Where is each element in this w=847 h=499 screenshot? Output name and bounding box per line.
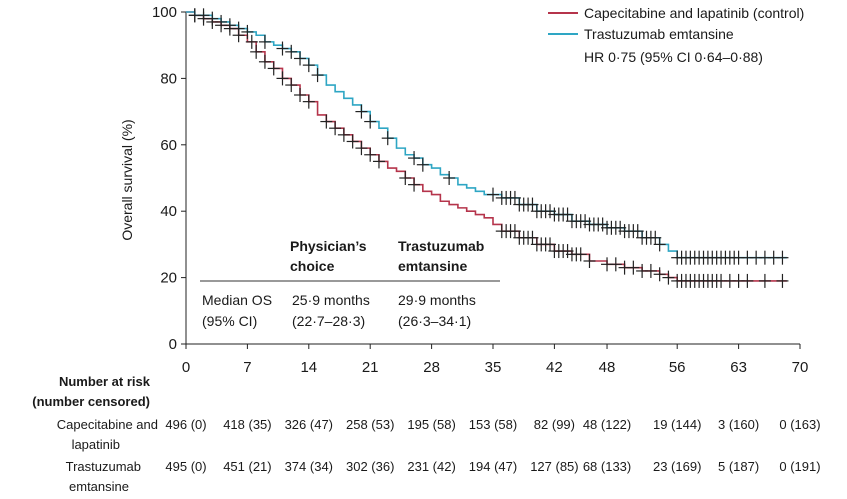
risk-value-r1-c7: 68 (133)	[583, 459, 631, 474]
risk-value-r1-c3: 302 (36)	[346, 459, 394, 474]
risk-value-r1-c5: 194 (47)	[469, 459, 517, 474]
x-tick-label-7: 48	[599, 359, 616, 376]
risk-value-r0-c10: 0 (163)	[779, 417, 820, 432]
y-tick-label-1: 20	[160, 270, 177, 287]
risk-row-tdm1-label-line1: Trastuzumab	[66, 459, 141, 474]
legend-label-control: Capecitabine and lapatinib (control)	[584, 5, 804, 21]
risk-row-control-label-line1: Capecitabine and	[57, 417, 158, 432]
x-tick-label-1: 7	[243, 359, 251, 376]
x-tick-label-8: 56	[669, 359, 686, 376]
risk-value-r0-c2: 326 (47)	[285, 417, 333, 432]
legend-label-tdm1: Trastuzumab emtansine	[584, 26, 734, 42]
risk-value-r1-c2: 374 (34)	[285, 459, 333, 474]
risk-row-tdm1-label-line2: emtansine	[69, 479, 129, 494]
x-tick-label-5: 35	[485, 359, 502, 376]
legend: Capecitabine and lapatinib (control) Tra…	[548, 5, 804, 65]
y-tick-label-5: 100	[152, 4, 177, 21]
annot-row-label-line1: Median OS	[202, 292, 272, 308]
annot-col1-value-line2: (22·7–28·3)	[292, 313, 365, 329]
annot-col1-value-line1: 25·9 months	[292, 292, 370, 308]
axes: 0 7 14 21 28 35 42 48 56 63 70 0 20 40 60 80 100	[152, 4, 808, 376]
risk-value-r1-c9: 5 (187)	[718, 459, 759, 474]
x-tick-label-3: 21	[362, 359, 379, 376]
risk-value-r1-c0: 495 (0)	[165, 459, 206, 474]
x-tick-label-2: 14	[300, 359, 317, 376]
y-axis-label: Overall survival (%)	[119, 119, 135, 240]
annot-col2-header-line2: emtansine	[398, 258, 467, 274]
risk-value-r0-c1: 418 (35)	[223, 417, 271, 432]
x-tick-label-6: 42	[546, 359, 563, 376]
risk-table: Number at risk (number censored) Capecit…	[32, 374, 820, 494]
risk-value-r0-c4: 195 (58)	[407, 417, 455, 432]
risk-values: 496 (0) 418 (35) 326 (47) 258 (53) 195 (58) 1…	[165, 417, 820, 474]
risk-value-r0-c5: 153 (58)	[469, 417, 517, 432]
risk-title-line1: Number at risk	[59, 374, 151, 389]
risk-value-r0-c3: 258 (53)	[346, 417, 394, 432]
risk-value-r0-c6: 82 (99)	[534, 417, 575, 432]
annot-col1-header-line1: Physician’s	[290, 238, 367, 254]
x-tick-label-10: 70	[792, 359, 809, 376]
risk-value-r1-c6: 127 (85)	[530, 459, 578, 474]
annot-col2-value-line1: 29·9 months	[398, 292, 476, 308]
x-tick-label-0: 0	[182, 359, 190, 376]
risk-value-r0-c9: 3 (160)	[718, 417, 759, 432]
hazard-ratio-text: HR 0·75 (95% CI 0·64–0·88)	[584, 49, 763, 65]
x-tick-label-9: 63	[730, 359, 747, 376]
annot-col2-header-line1: Trastuzumab	[398, 238, 484, 254]
risk-value-r1-c4: 231 (42)	[407, 459, 455, 474]
annot-col1-header-line2: choice	[290, 258, 335, 274]
y-tick-label-4: 80	[160, 70, 177, 87]
annot-row-label-line2: (95% CI)	[202, 313, 257, 329]
y-tick-label-3: 60	[160, 137, 177, 154]
risk-value-r1-c8: 23 (169)	[653, 459, 701, 474]
x-tick-label-4: 28	[423, 359, 440, 376]
risk-value-r1-c1: 451 (21)	[223, 459, 271, 474]
risk-value-r0-c0: 496 (0)	[165, 417, 206, 432]
median-os-table: Physician’s choice Trastuzumab emtansine…	[200, 238, 500, 329]
risk-value-r1-c10: 0 (191)	[779, 459, 820, 474]
risk-row-control-label-line2: lapatinib	[72, 437, 120, 452]
y-tick-label-0: 0	[169, 336, 177, 353]
y-tick-label-2: 40	[160, 203, 177, 220]
risk-value-r0-c8: 19 (144)	[653, 417, 701, 432]
annot-col2-value-line2: (26·3–34·1)	[398, 313, 471, 329]
survival-curves	[186, 8, 789, 288]
risk-title-line2: (number censored)	[32, 394, 150, 409]
risk-value-r0-c7: 48 (122)	[583, 417, 631, 432]
